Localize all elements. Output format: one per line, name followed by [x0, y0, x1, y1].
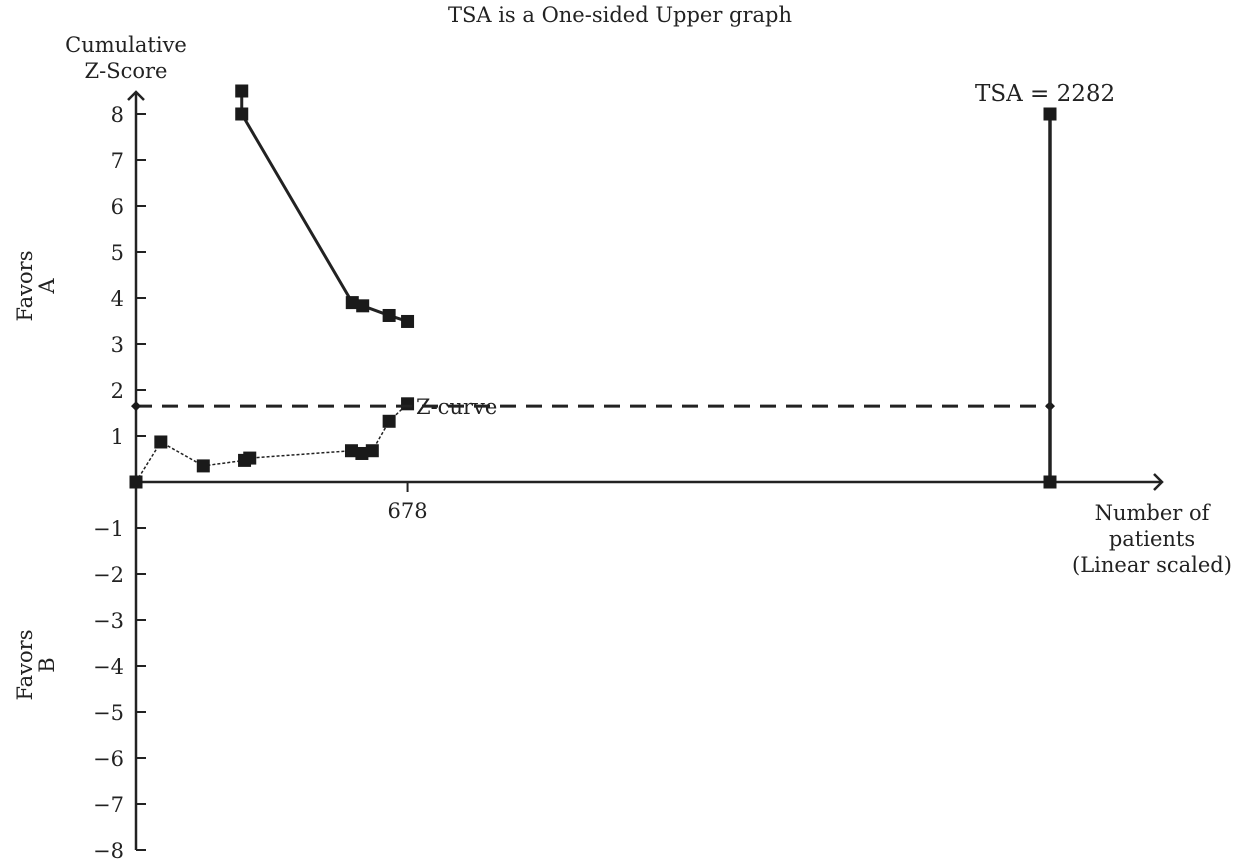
z-curve-point — [154, 435, 168, 449]
y-tick-label: 1 — [111, 425, 124, 449]
z-curve-point — [196, 459, 210, 473]
x-tick-label: 678 — [388, 499, 428, 523]
boundary-point — [382, 308, 396, 322]
boundary-point — [356, 299, 370, 313]
y-tick-label: −8 — [93, 839, 124, 861]
z-curve-point — [129, 475, 143, 489]
y-tick-label: 8 — [111, 103, 124, 127]
favors-a-line-2: A — [35, 278, 59, 295]
tsa-line-point — [1043, 107, 1057, 121]
y-tick-label: 4 — [111, 287, 124, 311]
y-tick-label: 5 — [111, 241, 124, 265]
y-tick-label: 7 — [111, 149, 124, 173]
boundary-point — [235, 107, 249, 121]
y-tick-label: −4 — [93, 655, 124, 679]
y-ticks: 8 7 6 5 4 3 2 1 −1 −2 −3 −4 −5 −6 −7 −8 — [93, 103, 146, 861]
favors-a-label: Favors A — [13, 251, 59, 322]
favors-b-line-2: B — [35, 657, 59, 672]
series-significance-line — [131, 401, 1055, 412]
y-axis-label-line-1: Cumulative — [65, 33, 187, 57]
series-z-curve — [129, 397, 415, 489]
z-curve-point — [401, 397, 415, 411]
y-tick-label: 2 — [111, 379, 124, 403]
boundary-line — [240, 91, 409, 323]
z-curve-point — [243, 451, 257, 465]
series-layer — [129, 84, 1057, 489]
y-axis-label-line-2: Z-Score — [85, 59, 168, 83]
chart-title: TSA is a One-sided Upper graph — [448, 3, 792, 27]
x-axis-label-line-3: (Linear scaled) — [1072, 553, 1232, 577]
y-tick-label: 3 — [111, 333, 124, 357]
z-curve-label: Z-curve — [416, 395, 497, 419]
boundary-point — [401, 314, 415, 328]
y-tick-label: −7 — [93, 793, 124, 817]
y-tick-label: −3 — [93, 609, 124, 633]
series-tsa-line — [1043, 107, 1057, 489]
y-tick-label: −5 — [93, 701, 124, 725]
y-tick-label: −1 — [93, 517, 124, 541]
significance-line-point — [131, 401, 141, 412]
z-curve-line — [135, 403, 409, 483]
tsa-line-point — [1043, 475, 1057, 489]
y-tick-label: −2 — [93, 563, 124, 587]
boundary-point — [235, 84, 249, 98]
tsa-label: TSA = 2282 — [975, 81, 1115, 107]
x-marker: 678 — [388, 482, 428, 523]
y-tick-label: −6 — [93, 747, 124, 771]
favors-a-line-1: Favors — [13, 251, 37, 322]
z-curve-point — [344, 444, 358, 458]
y-tick-label: 6 — [111, 195, 124, 219]
boundary-point — [345, 296, 359, 310]
x-axis-label-line-1: Number of — [1095, 501, 1212, 525]
favors-b-label: Favors B — [13, 630, 59, 701]
favors-b-line-1: Favors — [13, 630, 37, 701]
x-axis-label-line-2: patients — [1109, 527, 1195, 551]
z-curve-point — [365, 444, 379, 458]
series-boundary — [235, 84, 415, 328]
z-curve-point — [382, 414, 396, 428]
z-curve-point — [355, 446, 369, 460]
